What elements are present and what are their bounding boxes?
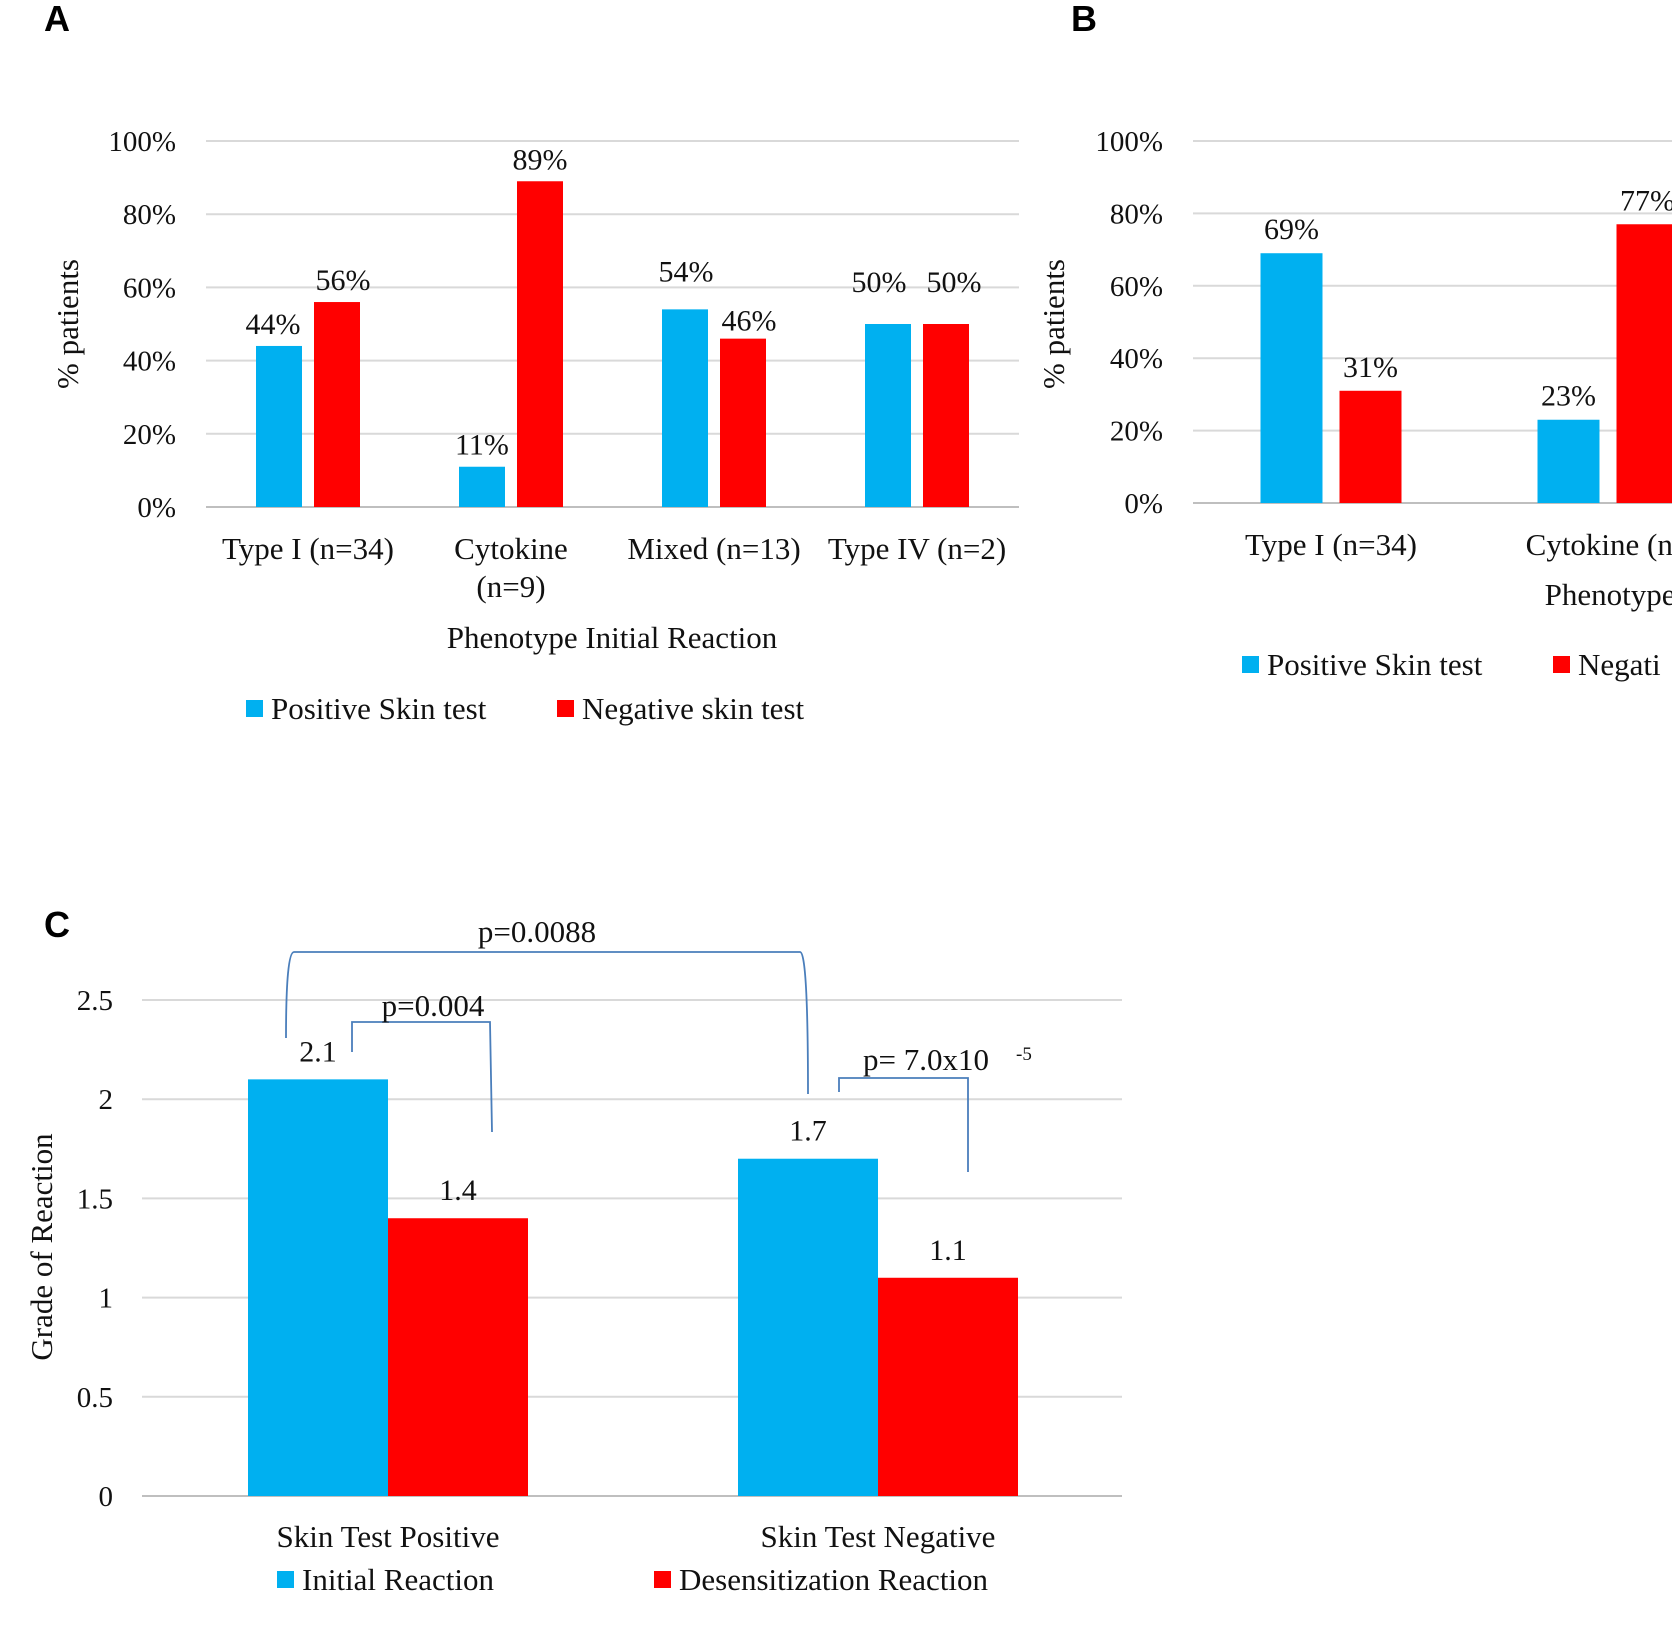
data-label: 31% <box>1343 351 1398 384</box>
bar-first-series <box>662 309 708 507</box>
legend-swatch <box>557 700 574 717</box>
data-label: 11% <box>455 429 509 462</box>
data-label: 50% <box>852 266 907 299</box>
bar-second-series <box>1339 390 1402 503</box>
y-axis-title: % patients <box>50 259 85 389</box>
y-tick-label: 2.5 <box>77 985 113 1017</box>
x-tick-label: Skin Test Positive <box>277 1519 500 1554</box>
data-label: 69% <box>1264 213 1319 246</box>
y-tick-label: 20% <box>1110 416 1163 448</box>
y-tick-label: 40% <box>1110 343 1163 375</box>
x-tick-label: Cytokine <box>454 531 568 566</box>
data-label: 2.1 <box>299 1035 337 1068</box>
data-label: 44% <box>246 308 301 341</box>
y-tick-label: 0.5 <box>77 1382 113 1414</box>
x-tick-label: (n=9) <box>476 569 545 604</box>
p-value-label: p=0.0088 <box>478 914 596 949</box>
data-label: 1.7 <box>789 1115 827 1148</box>
data-label: 77% <box>1620 184 1672 217</box>
y-tick-label: 80% <box>1110 198 1163 230</box>
bar-second-series <box>314 302 360 507</box>
y-tick-label: 60% <box>1110 271 1163 303</box>
legend-swatch <box>1242 656 1259 673</box>
significance-bracket <box>351 1021 493 1133</box>
legend-label: Positive Skin test <box>271 691 487 726</box>
x-tick-label: Cytokine (n= <box>1526 527 1672 562</box>
bar-first-series <box>1260 253 1323 503</box>
data-label: 54% <box>659 255 714 288</box>
y-tick-label: 1 <box>99 1283 114 1315</box>
legend-swatch <box>277 1571 294 1588</box>
y-tick-label: 100% <box>1095 126 1163 158</box>
p-value-label: p=0.004 <box>382 988 485 1023</box>
x-axis-title: Phenotype Initial Reaction <box>447 620 778 655</box>
x-tick-label: Skin Test Negative <box>761 1519 996 1554</box>
panel-letter-b: B <box>1071 0 1097 39</box>
p-value-label: p= 7.0x10 <box>863 1042 989 1077</box>
chart-panel-c: 0 0.5 1 1.5 2 2.5 2.1 1.4 Skin Test Positive 1.7 1… <box>24 914 1122 1597</box>
y-axis-title: % patients <box>1036 259 1071 389</box>
bar-first-series <box>459 466 505 507</box>
y-tick-label: 0% <box>1124 488 1163 520</box>
legend-label: Positive Skin test <box>1267 647 1483 682</box>
significance-bracket <box>838 1077 969 1172</box>
bar-second-series <box>878 1277 1018 1496</box>
data-label: 56% <box>316 264 371 297</box>
y-tick-label: 100% <box>108 126 176 158</box>
bar-second-series <box>720 338 766 507</box>
data-label: 1.1 <box>929 1234 967 1267</box>
y-tick-label: 60% <box>123 272 176 304</box>
legend-swatch <box>654 1571 671 1588</box>
panel-letter-c: C <box>44 904 70 945</box>
bar-first-series <box>1537 419 1600 503</box>
y-tick-label: 1.5 <box>77 1183 113 1215</box>
data-label: 23% <box>1541 380 1596 413</box>
bar-first-series <box>256 345 302 507</box>
x-tick-label: Type IV (n=2) <box>828 531 1006 566</box>
legend-label: Desensitization Reaction <box>679 1562 989 1597</box>
bar-second-series <box>1616 224 1672 503</box>
chart-panel-b: 0% 20% 40% 60% 80% 100% 69% 31% Type I (n=34) 23%… <box>1036 126 1672 682</box>
legend-label: Initial Reaction <box>302 1562 494 1597</box>
y-tick-label: 0% <box>137 492 176 524</box>
y-tick-label: 0 <box>99 1481 114 1513</box>
p-value-exponent: -5 <box>1016 1044 1032 1065</box>
x-tick-label: Mixed (n=13) <box>627 531 800 566</box>
bar-first-series <box>738 1158 878 1496</box>
y-tick-label: 20% <box>123 419 176 451</box>
y-tick-label: 40% <box>123 346 176 378</box>
bar-second-series <box>517 181 563 507</box>
bar-first-series <box>865 324 911 507</box>
y-tick-label: 2 <box>99 1084 114 1116</box>
data-label: 46% <box>722 305 777 338</box>
panel-letter-a: A <box>44 0 70 39</box>
legend-swatch <box>1553 656 1570 673</box>
data-label: 89% <box>513 143 568 176</box>
legend-label: Negative skin test <box>582 691 805 726</box>
y-axis-title: Grade of Reaction <box>24 1133 59 1361</box>
chart-panel-a: 0% 20% 40% 60% 80% 100% 44% 56% Type I (n=34) 11%… <box>50 126 1019 726</box>
x-tick-label: Type I (n=34) <box>222 531 394 566</box>
data-label: 50% <box>927 266 982 299</box>
bar-first-series <box>248 1079 388 1496</box>
y-tick-label: 80% <box>123 199 176 231</box>
legend-swatch <box>246 700 263 717</box>
legend-label: Negati <box>1578 647 1661 682</box>
x-tick-label: Type I (n=34) <box>1245 527 1417 562</box>
bar-second-series <box>923 324 969 507</box>
significance-bracket <box>285 951 809 1095</box>
bar-second-series <box>388 1218 528 1496</box>
x-axis-title: Phenotype Initial I <box>1545 577 1672 612</box>
data-label: 1.4 <box>439 1174 477 1207</box>
